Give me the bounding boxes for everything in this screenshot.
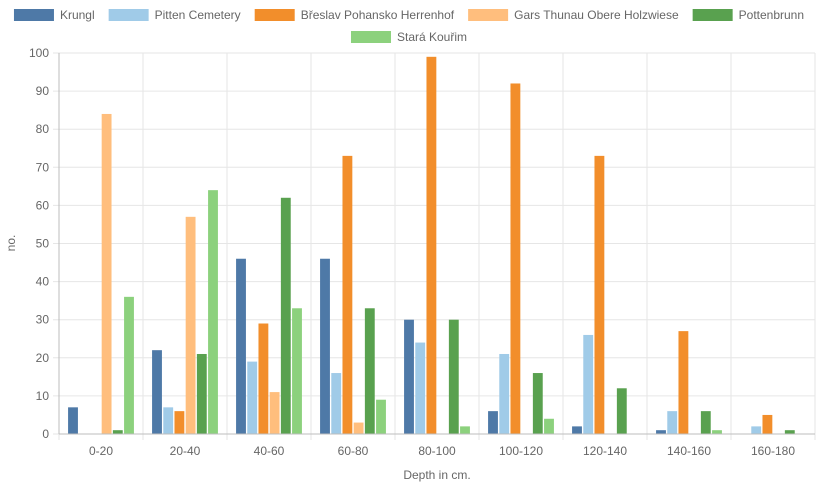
legend-label: Gars Thunau Obere Holzwiese: [514, 8, 679, 22]
bar: [258, 323, 269, 434]
bar: [208, 190, 218, 434]
x-tick-label: 40-60: [254, 444, 285, 458]
y-tick-label: 30: [36, 313, 50, 327]
bar: [124, 296, 134, 434]
legend-swatch: [692, 9, 733, 21]
legend-label: Krungl: [60, 8, 95, 22]
bar: [174, 411, 185, 434]
bar: [460, 426, 470, 434]
bar: [712, 430, 722, 434]
x-axis-title: Depth in cm.: [403, 468, 470, 482]
x-tick-label: 100-120: [499, 444, 543, 458]
x-tick-label: 20-40: [170, 444, 201, 458]
legend-item[interactable]: Stará Kouřim: [350, 30, 467, 44]
bar: [572, 426, 582, 434]
legend-item[interactable]: Gars Thunau Obere Holzwiese: [468, 8, 679, 22]
bar: [280, 197, 291, 434]
x-tick-label: 0-20: [89, 444, 113, 458]
legend-item[interactable]: Břeslav Pohansko Herrenhof: [254, 8, 455, 22]
y-tick-label: 100: [29, 46, 49, 60]
bar: [678, 331, 689, 434]
bar: [784, 430, 795, 434]
bar: [68, 407, 78, 434]
legend-swatch: [13, 9, 54, 21]
bar: [236, 258, 246, 434]
bar: [583, 334, 594, 434]
legend-item[interactable]: Krungl: [13, 8, 95, 22]
bar: [762, 414, 773, 434]
bar: [247, 361, 258, 434]
bar: [152, 350, 162, 434]
legend-label: Pottenbrunn: [739, 8, 804, 22]
bar: [594, 155, 605, 434]
legend-label: Stará Kouřim: [397, 30, 467, 44]
bar: [510, 83, 521, 434]
bar: [320, 258, 330, 434]
bar: [656, 430, 666, 434]
y-tick-label: 70: [36, 160, 50, 174]
bar: [101, 113, 112, 435]
legend[interactable]: Krungl Pitten Cemetery Břeslav Pohansko He…: [13, 8, 804, 44]
y-tick-label: 50: [36, 237, 50, 251]
bar: [415, 342, 426, 434]
bar: [404, 319, 414, 434]
bar: [488, 411, 498, 434]
bar-series: [68, 56, 795, 435]
legend-label: Břeslav Pohansko Herrenhof: [301, 8, 455, 22]
y-axis-title: no.: [4, 235, 18, 252]
bar: [364, 308, 375, 434]
axes: 0 10 20 30 40 50 60 70 80 90 100 0-20 20-40 40-60 60-8…: [29, 46, 815, 458]
bar: [544, 418, 554, 434]
x-tick-label: 80-100: [418, 444, 456, 458]
y-tick-label: 80: [36, 122, 50, 136]
legend-label: Pitten Cemetery: [155, 8, 241, 22]
bar: [376, 399, 386, 434]
legend-swatch: [254, 9, 295, 21]
bar: [112, 430, 123, 434]
bar: [292, 308, 302, 434]
bar: [342, 155, 353, 434]
y-tick-label: 60: [36, 198, 50, 212]
bar: [185, 216, 196, 434]
bar: [616, 388, 627, 434]
bar: [751, 426, 762, 434]
bar: [700, 411, 711, 434]
bar: [269, 392, 280, 434]
x-tick-label: 160-180: [751, 444, 795, 458]
bar: [163, 407, 174, 434]
x-tick-label: 120-140: [583, 444, 627, 458]
bar: [426, 56, 437, 435]
bar: [448, 319, 459, 434]
bar: [331, 373, 342, 434]
legend-swatch: [108, 9, 149, 21]
legend-item[interactable]: Pottenbrunn: [692, 8, 804, 22]
x-tick-label: 140-160: [667, 444, 711, 458]
y-tick-label: 40: [36, 275, 50, 289]
y-tick-label: 90: [36, 84, 50, 98]
legend-swatch: [468, 9, 509, 21]
bar: [532, 373, 543, 434]
legend-item[interactable]: Pitten Cemetery: [108, 8, 241, 22]
y-tick-label: 0: [42, 427, 49, 441]
y-tick-label: 10: [36, 389, 50, 403]
bar: [196, 353, 207, 434]
bar: [667, 411, 678, 434]
bar: [499, 353, 510, 434]
y-tick-label: 20: [36, 351, 50, 365]
legend-swatch: [350, 31, 391, 43]
bar: [353, 422, 364, 434]
x-tick-label: 60-80: [338, 444, 369, 458]
